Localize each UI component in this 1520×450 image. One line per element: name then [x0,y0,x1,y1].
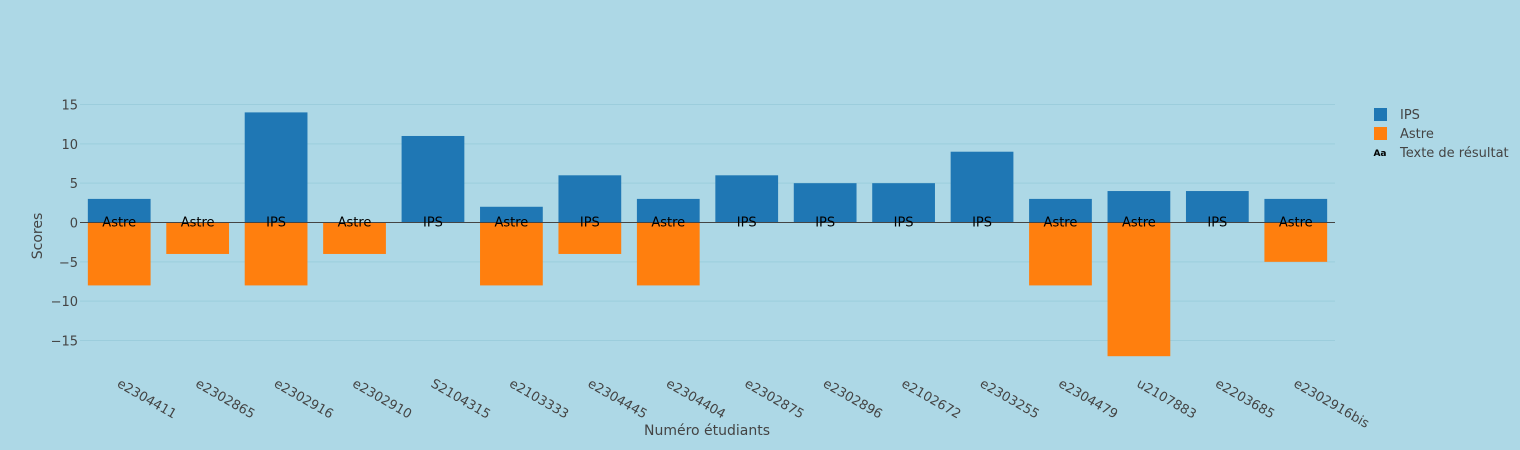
x-tick-label: e2302875 [742,376,807,422]
bar-ips-S2104315 [401,135,465,223]
legend-swatch-text-icon: Aa [1373,149,1386,159]
y-tick-label: −10 [51,295,78,310]
bar-ips-e2302896 [793,183,857,223]
bar-astre-e2302910 [323,222,386,254]
x-axis-title: Numéro étudiants [644,423,770,439]
bar-ips-e2103333 [480,206,543,223]
y-axis-title: Scores [30,213,46,260]
x-tick-label: u2107883 [1134,376,1199,422]
x-tick-label: e2302916 [271,376,336,422]
bar-astre-e2302916bis [1264,222,1328,262]
y-axis-ticks: −15 −10 −5 0 5 10 15 [51,99,78,350]
result-text-label: Astre [102,216,136,231]
bar-ips-u2107883 [1107,191,1171,223]
bar-ips-e2203685 [1185,191,1249,223]
x-tick-label: e2304411 [114,376,179,422]
bar-astre-e2304479 [1029,222,1092,286]
y-tick-label: −5 [59,256,78,271]
bar-astre-e2304404 [636,222,700,286]
y-tick-label: 10 [61,138,78,153]
bar-astre-u2107883 [1107,222,1171,357]
result-text-label: Astre [651,216,685,231]
y-tick-label: 15 [61,99,78,114]
result-text-label: Astre [338,216,372,231]
x-tick-label: S2104315 [428,376,493,422]
result-text-label: IPS [894,216,914,231]
bar-astre-e2103333 [480,222,543,286]
bar-ips-e2303255 [950,151,1014,223]
result-text-label: Astre [494,216,528,231]
y-tick-label: 0 [70,217,78,232]
result-text-label: IPS [423,216,443,231]
bar-astre-e2302916 [244,222,308,286]
x-tick-label: e2302896 [820,376,885,422]
legend-label-astre: Astre [1400,127,1434,142]
result-text-label: Astre [1122,216,1156,231]
x-tick-label: e2302916bis [1291,376,1372,431]
result-text-label: IPS [1207,216,1227,231]
bar-astre-e2304411 [87,222,151,286]
bar-astre-e2302865 [166,222,230,254]
x-tick-label: e2302865 [193,376,258,422]
bars [87,112,1328,357]
legend-label-result-text: Texte de résultat [1399,146,1509,161]
bar-ips-e2304411 [87,198,151,223]
bar-ips-e2304479 [1029,198,1092,223]
legend-label-ips: IPS [1400,108,1420,123]
result-text-label: Astre [1279,216,1313,231]
x-tick-label: e2203685 [1212,376,1277,422]
bar-ips-e2302875 [715,175,779,223]
legend: IPS Astre Aa Texte de résultat [1373,108,1509,161]
legend-swatch-astre [1374,127,1387,140]
bar-ips-e2302916bis [1264,198,1328,223]
x-tick-label: e2304445 [585,376,650,422]
result-text-label: IPS [580,216,600,231]
bar-labels: Astre Astre IPS Astre IPS Astre IPS Astre IPS IPS… [102,216,1312,231]
result-text-label: IPS [815,216,835,231]
x-tick-label: e2103333 [506,376,571,422]
result-text-label: IPS [737,216,757,231]
x-tick-label: e2304479 [1055,376,1120,422]
x-tick-label: e2303255 [977,376,1042,422]
result-text-label: IPS [266,216,286,231]
y-tick-label: 5 [70,177,78,192]
x-tick-label: e2304404 [663,376,728,422]
result-text-label: Astre [1044,216,1078,231]
bar-astre-e2304445 [558,222,622,254]
legend-swatch-ips [1374,108,1387,121]
result-text-label: IPS [972,216,992,231]
x-tick-label: e2102672 [899,376,964,422]
bar-ips-e2102672 [872,183,935,223]
x-tick-label: e2302910 [350,376,415,422]
bar-ips-e2304404 [636,198,700,223]
bar-ips-e2304445 [558,175,622,223]
y-tick-label: −15 [51,334,78,349]
bar-ips-e2302916 [244,112,308,223]
result-text-label: Astre [181,216,215,231]
